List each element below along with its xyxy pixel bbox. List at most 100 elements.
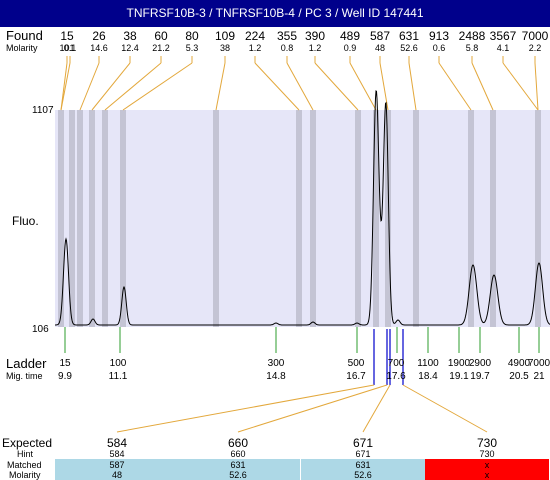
hint-label: 584: [109, 449, 124, 459]
ladder-row-label: Ladder: [6, 356, 47, 371]
found-molarity-label: 0.8: [281, 43, 294, 53]
found-size-label: 224: [245, 29, 265, 43]
peak-bands: [58, 110, 541, 327]
found-connector-line: [534, 62, 539, 111]
y-axis-title: Fluo.: [12, 214, 39, 228]
found-molarity-label: 0.9: [344, 43, 357, 53]
found-size-label: 3567: [490, 29, 517, 43]
peak-band: [58, 110, 64, 327]
y-axis-max-label: 1107: [32, 105, 54, 116]
found-molarity-label: 21.2: [152, 43, 170, 53]
fluorescence-trace: [55, 90, 550, 326]
found-size-label: 26: [92, 29, 106, 43]
found-molarity-label: 12.4: [121, 43, 139, 53]
found-connector-line: [79, 62, 100, 111]
peak-band: [213, 110, 219, 327]
peak-band: [120, 110, 126, 327]
expected-row-label: Expected: [2, 436, 52, 450]
ladder-size-label: 2900: [469, 358, 492, 369]
ladder-size-label: 4900: [508, 358, 531, 369]
found-size-label: 2488: [459, 29, 486, 43]
found-size-label: 60: [154, 29, 168, 43]
molarity-row-label: Molarity: [6, 43, 38, 53]
ladder-time-label: 19.7: [470, 371, 490, 382]
found-row-label: Found: [6, 28, 43, 43]
found-molarity-label: 52.6: [400, 43, 418, 53]
electropherogram-chart: 151010.12614.63812.46021.2805.3109382241…: [2, 28, 550, 480]
found-size-label: 355: [277, 29, 297, 43]
found-connector-line: [314, 62, 359, 111]
found-molarity-label: 5.3: [186, 43, 199, 53]
matched-row-label: Matched: [7, 460, 42, 470]
matched-size-label: 631: [230, 460, 245, 470]
found-connector-line: [502, 62, 539, 111]
found-size-label: 913: [429, 29, 449, 43]
table-molarity-row-label: Molarity: [9, 470, 41, 480]
found-molarity-label: 1.2: [309, 43, 322, 53]
hint-label: 730: [479, 449, 494, 459]
ladder-size-label: 1100: [417, 358, 439, 369]
found-connector-line: [349, 62, 377, 111]
ladder-time-label: 19.1: [449, 371, 469, 382]
ladder-time-label: 16.7: [346, 371, 366, 382]
hint-row-label: Hint: [17, 449, 34, 459]
peak-band: [535, 110, 541, 327]
found-connector-line: [254, 62, 300, 111]
found-molarity-label: 1.2: [249, 43, 262, 53]
expected-size-label: 730: [477, 436, 497, 450]
window-title: TNFRSF10B-3 / TNFRSF10B-4 / PC 3 / Well …: [0, 0, 550, 27]
found-connector-line: [408, 62, 417, 111]
peak-band: [310, 110, 316, 327]
peak-band: [69, 110, 75, 327]
found-size-label: 80: [185, 29, 199, 43]
peak-band: [296, 110, 302, 327]
found-molarity-label: 2.2: [529, 43, 542, 53]
found-molarity-label: 4.1: [497, 43, 510, 53]
expected-fan-line: [116, 384, 375, 433]
ladder-time-label: 21: [533, 371, 545, 382]
found-connector-line: [91, 62, 131, 111]
found-connector-line: [60, 62, 71, 111]
peak-band: [468, 110, 474, 327]
found-molarity-label: 14.6: [90, 43, 108, 53]
peak-band: [373, 110, 379, 327]
expected-fan-line: [402, 384, 488, 433]
found-molarity-label: 5.8: [466, 43, 479, 53]
found-molarity-label: 0.6: [433, 43, 446, 53]
ladder-size-label: 500: [348, 358, 365, 369]
hint-label: 660: [230, 449, 245, 459]
found-connector-line: [471, 62, 494, 111]
peak-band: [77, 110, 83, 327]
ladder-time-label: 20.5: [509, 371, 529, 382]
found-connector-line: [379, 62, 389, 111]
peak-band: [89, 110, 95, 327]
ladder-time-label: 18.4: [418, 371, 438, 382]
expected-fan-line: [237, 384, 388, 433]
matched-size-label: 587: [109, 460, 124, 470]
peak-band: [355, 110, 361, 327]
ladder-size-label: 700: [388, 358, 405, 369]
expected-size-label: 660: [228, 436, 248, 450]
found-molarity-label: 38: [220, 43, 230, 53]
plot-area: [55, 110, 550, 327]
found-size-label: 109: [215, 29, 235, 43]
matched-molarity-label: 48: [112, 470, 122, 480]
peak-band: [385, 110, 391, 327]
ladder-size-label: 7000: [528, 358, 550, 369]
trace-group: [55, 90, 550, 326]
found-size-label: 15: [60, 29, 74, 43]
found-size-label: 587: [370, 29, 390, 43]
matched-molarity-label: x: [485, 470, 490, 480]
matched-size-label: 631: [355, 460, 370, 470]
found-connector-line: [438, 62, 472, 111]
connector-lines: [55, 56, 549, 480]
matched-size-label: x: [485, 460, 490, 470]
match-status-cell: [176, 459, 300, 480]
expected-fan-line: [362, 384, 391, 433]
ladder-size-label: 15: [59, 358, 71, 369]
peak-band: [102, 110, 108, 327]
peak-labels: 151010.12614.63812.46021.2805.3109382241…: [58, 29, 550, 480]
match-status-cell: [425, 459, 549, 480]
ladder-time-label: 14.8: [266, 371, 286, 382]
